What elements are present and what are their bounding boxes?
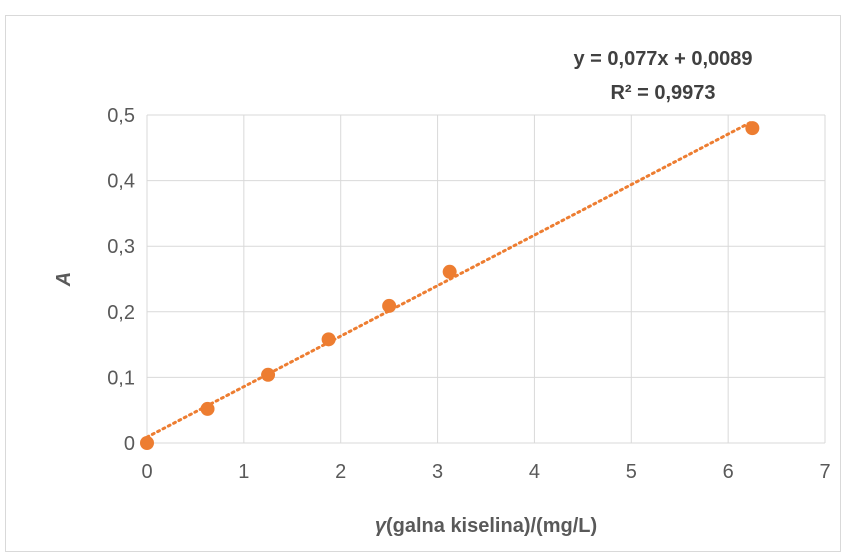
x-tick-label: 4 (529, 461, 540, 483)
x-tick-labels: 0 1 2 3 4 5 6 7 (141, 461, 830, 483)
data-points (140, 121, 760, 450)
x-tick-label: 2 (335, 461, 346, 483)
x-axis-symbol: γ (375, 515, 388, 537)
y-tick-label: 0,2 (107, 302, 135, 324)
x-axis-label: (galna kiselina)/(mg/L) (386, 515, 597, 537)
x-tick-label: 7 (819, 461, 830, 483)
data-point (200, 401, 215, 416)
y-tick-label: 0,1 (107, 367, 135, 389)
y-axis-title: A (53, 272, 75, 287)
x-tick-label: 6 (723, 461, 734, 483)
x-tick-label: 1 (238, 461, 249, 483)
trendline-equation: y = 0,077x + 0,0089 (573, 48, 752, 70)
x-axis-title: γ(galna kiselina)/(mg/L) (375, 515, 597, 537)
data-point (745, 121, 760, 136)
x-tick-label: 0 (141, 461, 152, 483)
y-tick-label: 0,3 (107, 236, 135, 258)
r-squared-label: R² = 0,9973 (610, 82, 715, 104)
y-tick-label: 0,5 (107, 105, 135, 127)
x-tick-label: 5 (626, 461, 637, 483)
data-point (261, 367, 276, 382)
data-point (140, 436, 154, 450)
y-tick-label: 0,4 (107, 171, 135, 193)
data-point (442, 264, 457, 279)
trendline-path (145, 119, 754, 439)
data-point (382, 298, 397, 313)
y-tick-labels: 0 0,1 0,2 0,3 0,4 0,5 (107, 105, 135, 455)
data-point (321, 332, 336, 347)
x-tick-label: 3 (432, 461, 443, 483)
trendline (145, 119, 754, 439)
chart-border (5, 15, 841, 552)
y-tick-label: 0 (124, 433, 135, 455)
